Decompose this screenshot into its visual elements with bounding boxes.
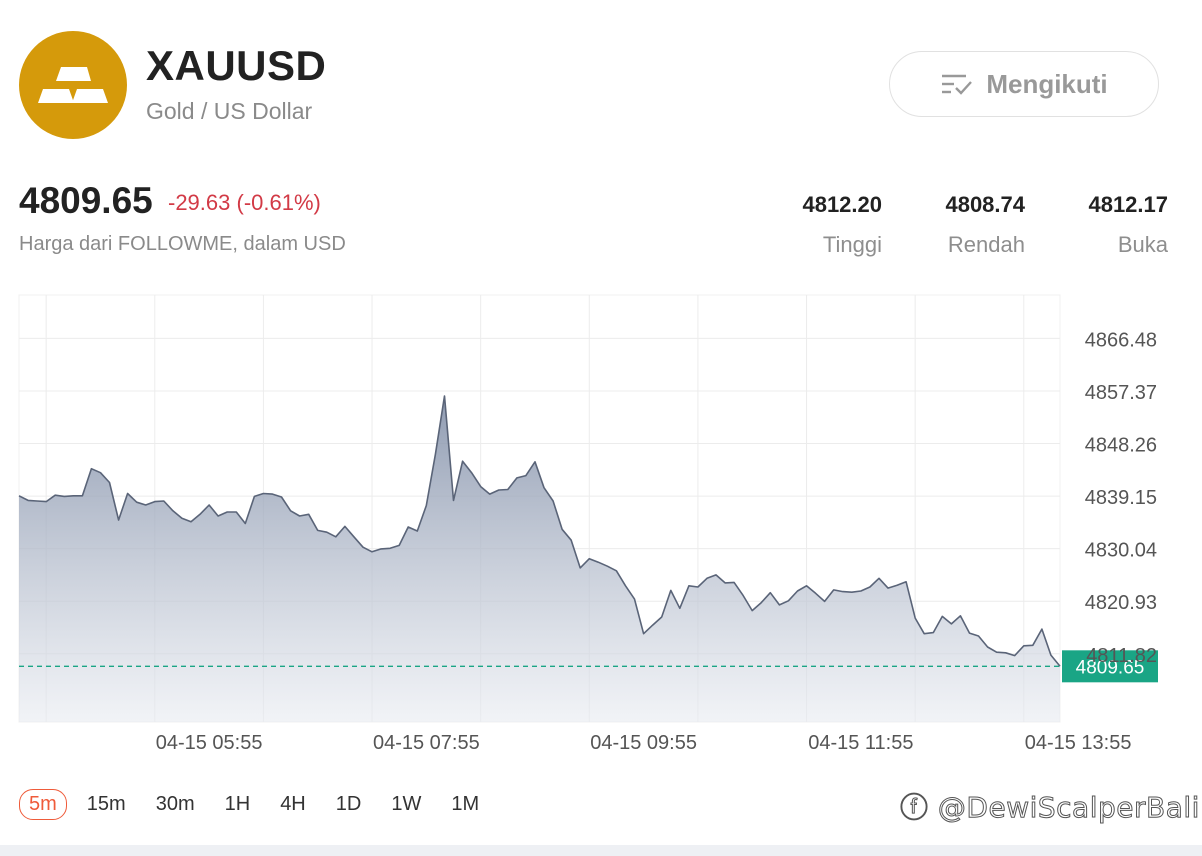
bottom-bar [0, 845, 1202, 856]
stat-high: 4812.20 Tinggi [782, 192, 882, 258]
gold-bars-icon [19, 31, 127, 139]
y-tick-label: 4857.37 [1085, 382, 1157, 404]
stat-open-value: 4812.17 [1088, 192, 1168, 217]
stat-low: 4808.74 Rendah [925, 192, 1025, 258]
timeframe-4h[interactable]: 4H [280, 793, 306, 815]
price-line [18, 395, 1061, 667]
x-tick-label: 04-15 13:55 [1025, 732, 1132, 754]
current-price-tag [1062, 650, 1158, 683]
stat-low-label: Rendah [947, 232, 1025, 257]
y-tick-label: 4830.04 [1085, 540, 1157, 562]
follow-button[interactable]: Mengikuti [889, 51, 1159, 117]
symbol-title: XAUUSD [146, 42, 327, 89]
x-tick-label: 04-15 07:55 [373, 732, 480, 754]
price-change: -29.63 (-0.61%) [168, 190, 321, 215]
follow-button-label: Mengikuti [986, 68, 1108, 99]
x-tick-label: 04-15 09:55 [590, 732, 697, 754]
timeframe-1w[interactable]: 1W [391, 793, 422, 815]
y-tick-label: 4811.82 [1086, 645, 1157, 667]
current-price: 4809.65 [19, 180, 153, 221]
x-tick-label: 04-15 05:55 [156, 732, 263, 754]
watermark: ⓕ @DewiScalperBali [900, 791, 1200, 825]
y-tick-label: 4866.48 [1085, 329, 1157, 351]
price-chart[interactable]: 4809.65 4866.48 4857.37 4848.26 4839.15 4830… [0, 0, 1202, 780]
x-tick-label: 04-15 11:55 [808, 732, 913, 754]
pair-name: Gold / US Dollar [146, 98, 313, 124]
stat-open: 4812.17 Buka [1068, 192, 1168, 258]
y-tick-label: 4848.26 [1085, 435, 1157, 457]
timeframe-1d[interactable]: 1D [335, 793, 362, 815]
timeframe-1m[interactable]: 1M [451, 793, 480, 815]
timeframe-15m[interactable]: 15m [86, 793, 126, 815]
stat-open-label: Buka [1117, 232, 1168, 257]
checklist-icon [942, 74, 973, 95]
timeframe-5m[interactable]: 5m [19, 789, 67, 820]
y-tick-label: 4839.15 [1085, 487, 1157, 509]
timeframe-selector: 5m 15m 30m 1H 4H 1D 1W 1M [19, 789, 499, 820]
price-area [19, 396, 1060, 722]
price-source: Harga dari FOLLOWME, dalam USD [19, 233, 346, 255]
timeframe-1h[interactable]: 1H [224, 793, 251, 815]
stat-high-label: Tinggi [822, 232, 882, 257]
current-price-tag-label: 4809.65 [1076, 657, 1145, 678]
timeframe-30m[interactable]: 30m [155, 793, 195, 815]
stat-high-value: 4812.20 [802, 192, 882, 217]
stat-low-value: 4808.74 [945, 192, 1025, 217]
y-tick-label: 4820.93 [1085, 592, 1157, 614]
